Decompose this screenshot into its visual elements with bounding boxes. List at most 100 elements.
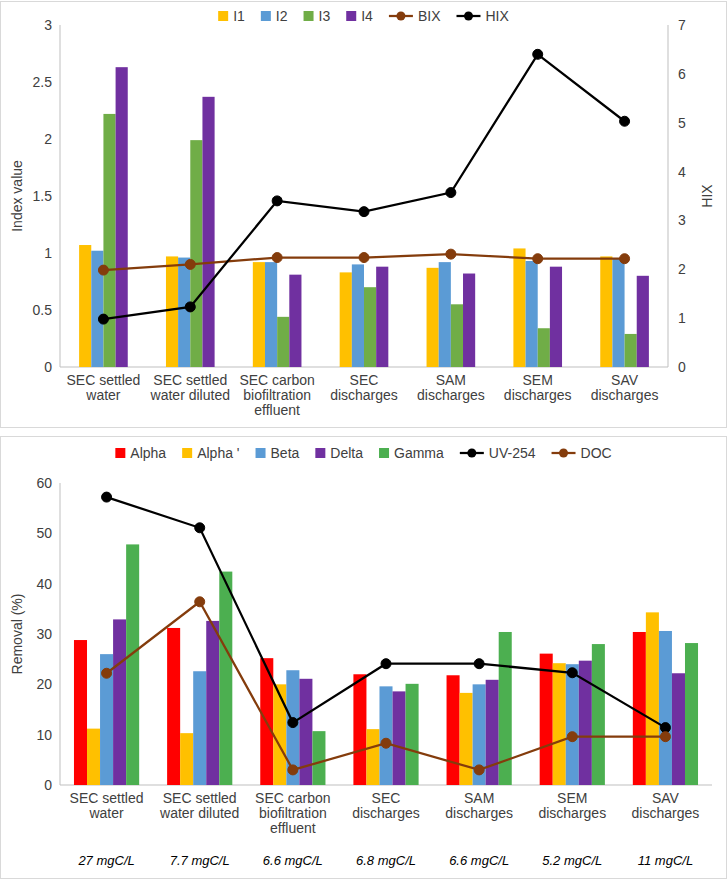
line-marker: [620, 254, 630, 264]
line-marker: [359, 207, 369, 217]
label-line: SAV: [652, 790, 680, 806]
x-tick-label: SEC settledwater: [70, 790, 144, 821]
legend-symbol: [559, 449, 568, 458]
legend-label: Alpha: [130, 445, 166, 461]
bar: [273, 684, 286, 785]
y2-tick-label: 5: [678, 115, 686, 131]
y2-axis-line: [668, 25, 669, 367]
y2-tick-label: 6: [678, 66, 686, 82]
label-line: water: [88, 805, 124, 821]
bar: [100, 654, 113, 785]
bar: [113, 619, 126, 785]
bar: [74, 640, 87, 785]
y2-axis-title: HIX: [699, 184, 715, 208]
line-marker: [533, 49, 543, 59]
label-line: discharges: [445, 805, 513, 821]
legend: I1I2I3I4BIXHIX: [218, 8, 509, 24]
label-line: biofiltration: [259, 805, 327, 821]
bar: [600, 256, 612, 367]
panel-frame: [1, 437, 727, 879]
bar: [202, 97, 214, 367]
plot-marks: [74, 492, 698, 785]
label-line: discharges: [417, 387, 485, 403]
bar: [553, 663, 566, 785]
label-line: SEC settled: [70, 790, 144, 806]
bar: [637, 276, 649, 367]
line-marker: [381, 738, 391, 748]
label-line: discharges: [504, 387, 572, 403]
x-tick-label: SEC settledwater: [66, 372, 140, 403]
label-line: discharges: [591, 387, 659, 403]
legend-symbol: [256, 448, 266, 458]
bar: [460, 693, 473, 785]
bar: [193, 671, 206, 785]
legend-label: BIX: [418, 8, 441, 24]
bar: [265, 262, 277, 367]
panel-frame: [1, 2, 727, 428]
y-tick-label: 50: [36, 525, 52, 541]
line: [103, 54, 624, 319]
line-marker: [567, 732, 577, 742]
bar: [646, 612, 659, 785]
line-marker: [195, 597, 205, 607]
bar: [277, 317, 289, 367]
bar: [659, 631, 672, 785]
bar: [87, 729, 100, 785]
legend-label: Beta: [271, 445, 300, 461]
chart-panel: 00.511.522.5301234567Index valueHIXSEC s…: [1, 2, 727, 428]
bar: [366, 729, 379, 785]
line-marker: [98, 314, 108, 324]
annotation: 6.6 mgC/L: [263, 853, 323, 868]
bar: [451, 304, 463, 367]
bar: [379, 686, 392, 785]
y-tick-label: 3: [44, 17, 52, 33]
line-marker: [195, 523, 205, 533]
y-tick-label: 0.5: [33, 302, 53, 318]
x-tick-label: SAMdischarges: [417, 372, 485, 403]
label-line: biofiltration: [243, 387, 311, 403]
line-marker: [98, 265, 108, 275]
bar: [473, 684, 486, 785]
bar: [103, 114, 115, 367]
label-line: effluent: [254, 402, 300, 418]
y-tick-label: 1: [44, 245, 52, 261]
label-line: water: [85, 387, 121, 403]
x-tick-label: SECdischarges: [330, 372, 398, 403]
line-marker: [288, 765, 298, 775]
legend-symbol: [304, 11, 314, 21]
y-axis-title: Removal (%): [9, 594, 25, 675]
bar: [439, 262, 451, 367]
legend-label: DOC: [581, 445, 612, 461]
x-tick-label: SEC carbonbiofiltrationeffluent: [255, 790, 330, 836]
legend-symbol: [261, 11, 271, 21]
bar: [685, 643, 698, 785]
y-axis-line: [60, 25, 61, 367]
bar: [592, 644, 605, 785]
legend-symbol: [115, 448, 125, 458]
chart-panel: 0102030405060Removal (%)SEC settledwater…: [1, 437, 727, 879]
bar: [566, 664, 579, 785]
annotation: 7.7 mgC/L: [170, 853, 230, 868]
y-axis-line: [60, 483, 61, 785]
label-line: water diluted: [159, 805, 239, 821]
annotation: 6.8 mgC/L: [356, 853, 416, 868]
annotation: 5.2 mgC/L: [542, 853, 602, 868]
bar: [312, 731, 325, 785]
y-tick-label: 1.5: [33, 188, 53, 204]
y2-tick-label: 4: [678, 164, 686, 180]
line-marker: [660, 723, 670, 733]
line-marker: [474, 659, 484, 669]
label-line: discharges: [330, 387, 398, 403]
label-line: SEM: [557, 790, 587, 806]
y-tick-label: 2: [44, 131, 52, 147]
bar: [364, 287, 376, 367]
label-line: effluent: [270, 820, 316, 836]
figure: 00.511.522.5301234567Index valueHIXSEC s…: [0, 0, 727, 880]
bar: [190, 140, 202, 367]
bar: [486, 680, 499, 785]
legend-symbol: [464, 12, 473, 21]
y-tick-label: 60: [36, 475, 52, 491]
annotation: 6.6 mgC/L: [449, 853, 509, 868]
label-line: SEC settled: [66, 372, 140, 388]
y-tick-label: 30: [36, 626, 52, 642]
